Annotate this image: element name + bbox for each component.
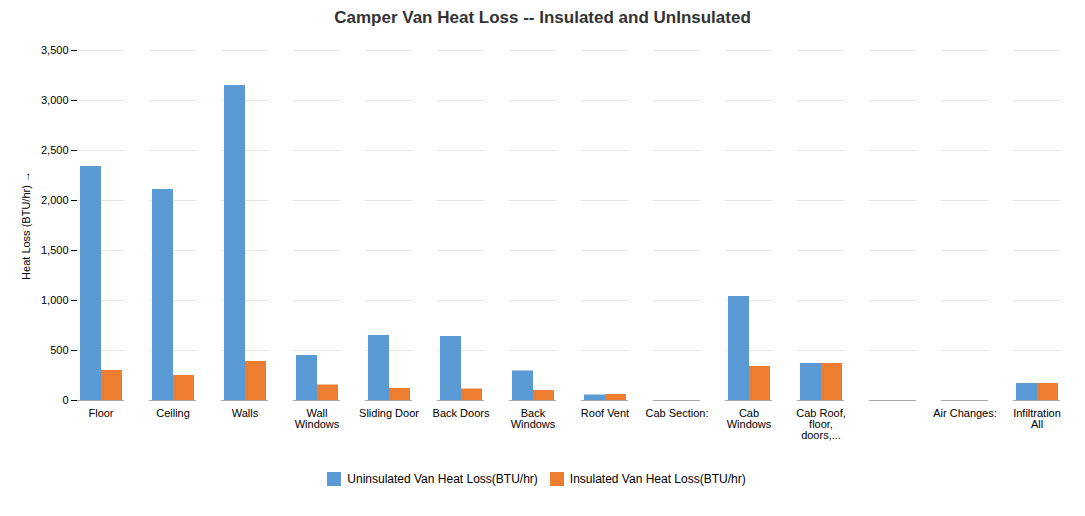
svg-text:Cab Roof,floor,doors,...: Cab Roof,floor,doors,... [796, 407, 846, 441]
svg-text:1,000: 1,000 [40, 294, 68, 306]
svg-text:Roof Vent: Roof Vent [580, 407, 628, 419]
svg-text:BackWindows: BackWindows [510, 407, 555, 430]
svg-text:2,000: 2,000 [40, 194, 68, 206]
svg-text:Back Doors: Back Doors [432, 407, 489, 419]
svg-text:CabWindows: CabWindows [726, 407, 771, 430]
svg-text:1,500: 1,500 [40, 244, 68, 256]
svg-text:3,500: 3,500 [40, 44, 68, 56]
html-text:Camper Van Heat Loss -- Insula: Camper Van Heat Loss -- Insulated and Un… [334, 8, 751, 27]
svg-text:0: 0 [62, 394, 68, 406]
html-text:Insulated Van Heat Loss(BTU/hr: Insulated Van Heat Loss(BTU/hr) [569, 471, 746, 486]
svg-text:Floor: Floor [88, 407, 113, 419]
svg-text:3,000: 3,000 [40, 94, 68, 106]
svg-text:WallWindows: WallWindows [294, 407, 339, 430]
svg-text:Air Changes:: Air Changes: [933, 407, 997, 419]
html-text:Uninsulated Van Heat Loss(BTU/: Uninsulated Van Heat Loss(BTU/hr) [347, 471, 538, 486]
svg-text:Ceiling: Ceiling [156, 407, 190, 419]
svg-text:Heat Loss (BTU/hr) →: Heat Loss (BTU/hr) → [20, 171, 32, 280]
svg-text:500: 500 [50, 344, 68, 356]
svg-text:2,500: 2,500 [40, 144, 68, 156]
svg-text:InfiltrationAll: InfiltrationAll [1013, 407, 1061, 430]
svg-text:Walls: Walls [231, 407, 258, 419]
svg-text:Sliding Door: Sliding Door [359, 407, 419, 419]
svg-text:Cab Section:: Cab Section: [645, 407, 708, 419]
